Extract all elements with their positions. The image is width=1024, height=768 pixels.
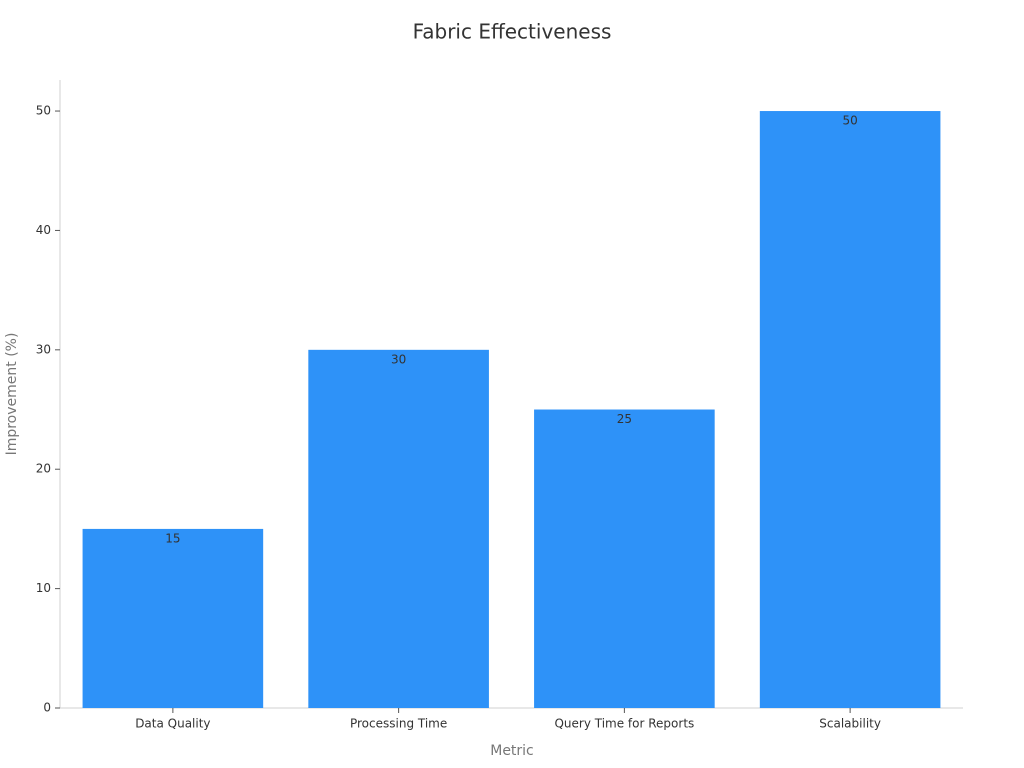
bar bbox=[82, 528, 264, 708]
x-tick-label: Query Time for Reports bbox=[554, 717, 694, 731]
x-tick-label: Scalability bbox=[819, 717, 881, 731]
y-tick-label: 10 bbox=[36, 581, 51, 595]
y-tick-label: 50 bbox=[36, 104, 51, 118]
y-tick-label: 40 bbox=[36, 223, 51, 237]
bar bbox=[308, 349, 489, 708]
y-tick-label: 20 bbox=[36, 462, 51, 476]
data-label: 30 bbox=[391, 352, 406, 366]
data-label: 50 bbox=[842, 114, 857, 128]
data-label: 15 bbox=[165, 531, 180, 545]
y-axis-label: Improvement (%) bbox=[4, 333, 20, 456]
y-tick-label: 30 bbox=[36, 342, 51, 356]
y-tick-label: 0 bbox=[43, 701, 51, 715]
data-label: 25 bbox=[617, 412, 632, 426]
x-tick-label: Processing Time bbox=[350, 717, 447, 731]
x-tick-label: Data Quality bbox=[135, 717, 210, 731]
bar bbox=[759, 111, 941, 709]
bar bbox=[534, 409, 715, 708]
chart-title: Fabric Effectiveness bbox=[413, 20, 612, 44]
x-axis-label: Metric bbox=[490, 743, 534, 759]
